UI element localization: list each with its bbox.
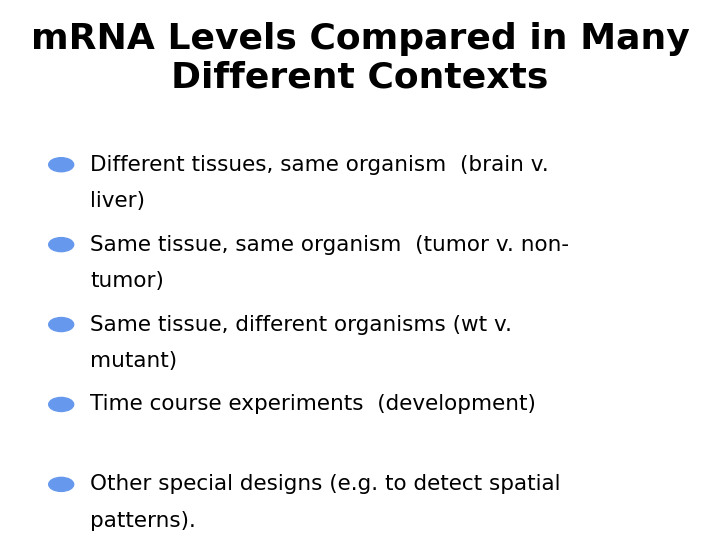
Ellipse shape xyxy=(49,318,73,332)
Text: mutant): mutant) xyxy=(90,350,177,371)
Text: mRNA Levels Compared in Many
Different Contexts: mRNA Levels Compared in Many Different C… xyxy=(31,22,689,95)
Text: patterns).: patterns). xyxy=(90,510,196,531)
Text: Different tissues, same organism  (brain v.: Different tissues, same organism (brain … xyxy=(90,154,549,175)
Ellipse shape xyxy=(49,397,73,411)
Ellipse shape xyxy=(49,477,73,491)
Text: Same tissue, same organism  (tumor v. non-: Same tissue, same organism (tumor v. non… xyxy=(90,234,569,255)
Ellipse shape xyxy=(49,238,73,252)
Text: tumor): tumor) xyxy=(90,271,164,291)
Text: Same tissue, different organisms (wt v.: Same tissue, different organisms (wt v. xyxy=(90,314,512,335)
Text: Other special designs (e.g. to detect spatial: Other special designs (e.g. to detect sp… xyxy=(90,474,560,495)
Text: Time course experiments  (development): Time course experiments (development) xyxy=(90,394,536,415)
Ellipse shape xyxy=(49,158,73,172)
Text: liver): liver) xyxy=(90,191,145,211)
